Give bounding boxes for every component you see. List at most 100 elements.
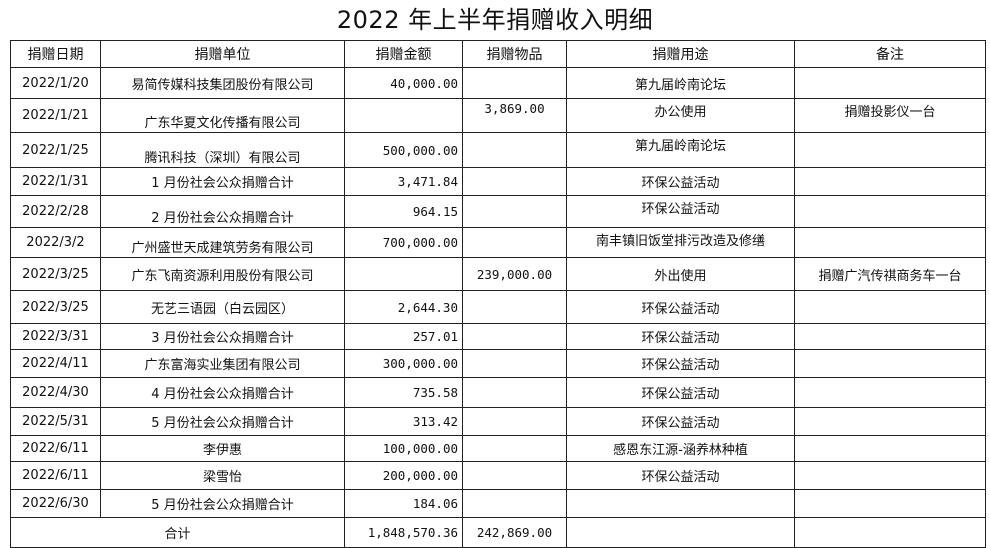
total-row: 合计 1,848,570.36 242,869.00 bbox=[10, 517, 986, 548]
total-purpose bbox=[566, 517, 795, 548]
cell-purpose: 办公使用 bbox=[566, 98, 795, 133]
table-header-row: 捐赠日期 捐赠单位 捐赠金额 捐赠物品 捐赠用途 备注 bbox=[10, 40, 986, 68]
cell-date: 2022/3/25 bbox=[10, 290, 101, 324]
header-date: 捐赠日期 bbox=[10, 40, 101, 68]
total-label: 合计 bbox=[10, 517, 345, 548]
cell-org: 无艺三语园（白云园区） bbox=[100, 290, 345, 324]
total-note bbox=[794, 517, 986, 548]
cell-date: 2022/1/31 bbox=[10, 167, 101, 196]
cell-purpose: 第九届岭南论坛 bbox=[566, 67, 795, 99]
cell-org: 李伊惠 bbox=[100, 435, 345, 462]
cell-purpose: 环保公益活动 bbox=[566, 349, 795, 378]
cell-purpose: 环保公益活动 bbox=[566, 323, 795, 350]
cell-amount: 700,000.00 bbox=[344, 227, 463, 258]
donation-table: 捐赠日期 捐赠单位 捐赠金额 捐赠物品 捐赠用途 备注 2022/1/20 易简传… bbox=[10, 40, 986, 548]
cell-org: 易简传媒科技集团股份有限公司 bbox=[100, 67, 345, 99]
cell-date: 2022/4/30 bbox=[10, 377, 101, 408]
cell-goods: 3,869.00 bbox=[462, 98, 567, 133]
table-row: 2022/2/28 2 月份社会公众捐赠合计 964.15 环保公益活动 bbox=[10, 195, 986, 228]
page-title: 2022 年上半年捐赠收入明细 bbox=[336, 6, 654, 34]
cell-org: 3 月份社会公众捐赠合计 bbox=[100, 323, 345, 350]
cell-purpose: 第九届岭南论坛 bbox=[566, 132, 795, 168]
cell-date: 2022/3/25 bbox=[10, 257, 101, 291]
cell-org: 2 月份社会公众捐赠合计 bbox=[100, 195, 345, 228]
cell-amount: 184.06 bbox=[344, 489, 463, 518]
cell-goods: 239,000.00 bbox=[462, 257, 567, 291]
cell-goods bbox=[462, 435, 567, 462]
cell-purpose: 南丰镇旧饭堂排污改造及修缮 bbox=[566, 227, 795, 258]
cell-amount: 313.42 bbox=[344, 407, 463, 436]
table-row: 2022/1/31 1 月份社会公众捐赠合计 3,471.84 环保公益活动 bbox=[10, 167, 986, 196]
cell-amount: 200,000.00 bbox=[344, 461, 463, 490]
cell-note bbox=[794, 132, 986, 168]
cell-amount bbox=[344, 257, 463, 291]
table-row: 2022/1/21 广东华夏文化传播有限公司 3,869.00 办公使用 捐赠投影仪一台 bbox=[10, 98, 986, 133]
cell-org: 广东富海实业集团有限公司 bbox=[100, 349, 345, 378]
cell-amount: 257.01 bbox=[344, 323, 463, 350]
table-row: 2022/6/11 李伊惠 100,000.00 感恩东江源-涵养林种植 bbox=[10, 435, 986, 462]
table-row: 2022/5/31 5 月份社会公众捐赠合计 313.42 环保公益活动 bbox=[10, 407, 986, 436]
cell-amount: 3,471.84 bbox=[344, 167, 463, 196]
cell-purpose: 外出使用 bbox=[566, 257, 795, 291]
cell-date: 2022/3/2 bbox=[10, 227, 101, 258]
cell-purpose: 环保公益活动 bbox=[566, 195, 795, 228]
cell-goods bbox=[462, 67, 567, 99]
cell-goods bbox=[462, 377, 567, 408]
cell-note bbox=[794, 349, 986, 378]
cell-date: 2022/1/21 bbox=[10, 98, 101, 133]
cell-goods bbox=[462, 167, 567, 196]
cell-amount: 2,644.30 bbox=[344, 290, 463, 324]
table-row: 2022/1/20 易简传媒科技集团股份有限公司 40,000.00 第九届岭南论坛 bbox=[10, 67, 986, 99]
cell-goods bbox=[462, 227, 567, 258]
cell-note bbox=[794, 435, 986, 462]
cell-date: 2022/1/20 bbox=[10, 67, 101, 99]
cell-amount: 300,000.00 bbox=[344, 349, 463, 378]
cell-date: 2022/4/11 bbox=[10, 349, 101, 378]
header-org: 捐赠单位 bbox=[100, 40, 345, 68]
total-amount: 1,848,570.36 bbox=[344, 517, 463, 548]
table-body: 2022/1/20 易简传媒科技集团股份有限公司 40,000.00 第九届岭南论坛 2… bbox=[10, 67, 986, 518]
cell-goods bbox=[462, 132, 567, 168]
cell-note: 捐赠投影仪一台 bbox=[794, 98, 986, 133]
table-row: 2022/3/25 广东飞南资源利用股份有限公司 239,000.00 外出使用 捐赠广… bbox=[10, 257, 986, 291]
cell-org: 1 月份社会公众捐赠合计 bbox=[100, 167, 345, 196]
cell-note bbox=[794, 323, 986, 350]
cell-org: 广东飞南资源利用股份有限公司 bbox=[100, 257, 345, 291]
cell-goods bbox=[462, 323, 567, 350]
cell-purpose: 环保公益活动 bbox=[566, 167, 795, 196]
cell-note bbox=[794, 195, 986, 228]
cell-org: 广州盛世天成建筑劳务有限公司 bbox=[100, 227, 345, 258]
cell-date: 2022/6/11 bbox=[10, 435, 101, 462]
cell-date: 2022/6/30 bbox=[10, 489, 101, 518]
cell-amount: 40,000.00 bbox=[344, 67, 463, 99]
cell-org: 4 月份社会公众捐赠合计 bbox=[100, 377, 345, 408]
table-row: 2022/1/25 腾讯科技（深圳）有限公司 500,000.00 第九届岭南论坛 bbox=[10, 132, 986, 168]
cell-date: 2022/3/31 bbox=[10, 323, 101, 350]
cell-purpose: 环保公益活动 bbox=[566, 461, 795, 490]
cell-org: 5 月份社会公众捐赠合计 bbox=[100, 407, 345, 436]
cell-amount bbox=[344, 98, 463, 133]
cell-note bbox=[794, 290, 986, 324]
table-row: 2022/6/30 5 月份社会公众捐赠合计 184.06 bbox=[10, 489, 986, 518]
cell-purpose: 感恩东江源-涵养林种植 bbox=[566, 435, 795, 462]
header-note: 备注 bbox=[794, 40, 986, 68]
cell-note bbox=[794, 167, 986, 196]
cell-note bbox=[794, 377, 986, 408]
cell-purpose: 环保公益活动 bbox=[566, 377, 795, 408]
cell-goods bbox=[462, 461, 567, 490]
cell-goods bbox=[462, 349, 567, 378]
table-row: 2022/6/11 梁雪怡 200,000.00 环保公益活动 bbox=[10, 461, 986, 490]
cell-purpose: 环保公益活动 bbox=[566, 407, 795, 436]
total-goods: 242,869.00 bbox=[462, 517, 567, 548]
cell-amount: 735.58 bbox=[344, 377, 463, 408]
header-purpose: 捐赠用途 bbox=[566, 40, 795, 68]
table-row: 2022/4/11 广东富海实业集团有限公司 300,000.00 环保公益活动 bbox=[10, 349, 986, 378]
cell-goods bbox=[462, 489, 567, 518]
cell-org: 广东华夏文化传播有限公司 bbox=[100, 98, 345, 133]
cell-amount: 964.15 bbox=[344, 195, 463, 228]
cell-note bbox=[794, 67, 986, 99]
cell-goods bbox=[462, 290, 567, 324]
table-row: 2022/3/31 3 月份社会公众捐赠合计 257.01 环保公益活动 bbox=[10, 323, 986, 350]
cell-org: 梁雪怡 bbox=[100, 461, 345, 490]
